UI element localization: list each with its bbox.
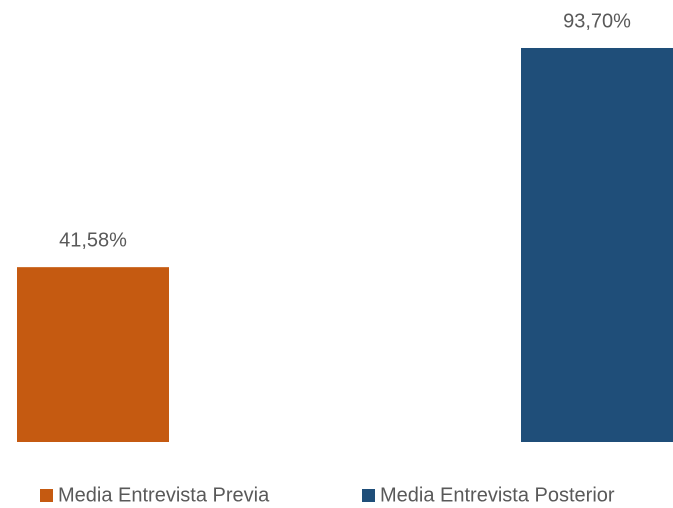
bar [521, 47, 673, 442]
legend-label: Media Entrevista Posterior [380, 484, 615, 506]
data-label: 93,70% [563, 10, 631, 32]
bar [17, 267, 169, 442]
legend-swatch [40, 489, 53, 502]
legend-swatch [362, 489, 375, 502]
legend-label: Media Entrevista Previa [58, 484, 270, 506]
data-label: 41,58% [59, 229, 127, 251]
